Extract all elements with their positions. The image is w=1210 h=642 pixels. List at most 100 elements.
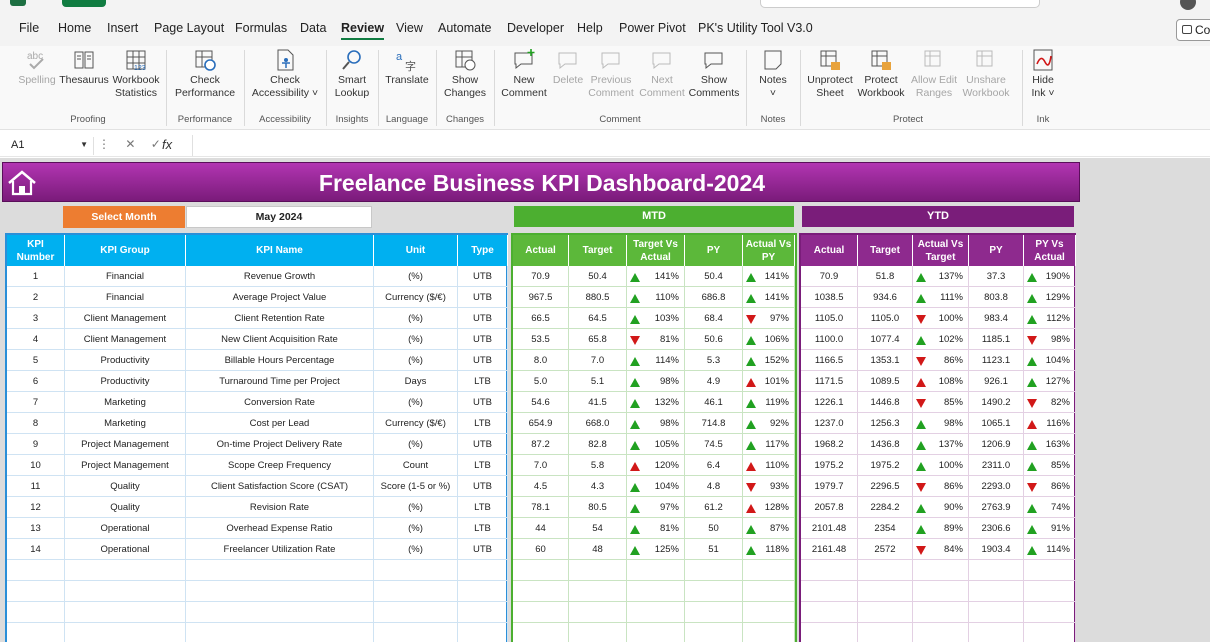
show-changes-button[interactable]: Show Changes (431, 48, 499, 100)
ypva-cell[interactable]: 116% (1024, 413, 1076, 434)
mtd-actual-cell[interactable]: 44 (513, 518, 569, 539)
mtd-target-cell[interactable]: 48 (569, 539, 627, 560)
empty-cell[interactable] (458, 602, 508, 623)
avatar[interactable] (1180, 0, 1196, 10)
kpi-n-cell[interactable]: 7 (7, 392, 65, 413)
kpi-name-cell[interactable]: Revision Rate (186, 497, 374, 518)
kpi-unit-cell[interactable]: Count (374, 455, 458, 476)
mtva-cell[interactable]: 125% (627, 539, 685, 560)
kpi-type-cell[interactable]: UTB (458, 476, 508, 497)
mtva-cell[interactable]: 105% (627, 434, 685, 455)
yavt-cell[interactable]: 84% (913, 539, 969, 560)
kpi-type-cell[interactable]: UTB (458, 266, 508, 287)
menu-utility-tool[interactable]: PK's Utility Tool V3.0 (698, 21, 813, 35)
ytd-py-cell[interactable]: 803.8 (969, 287, 1024, 308)
kpi-n-cell[interactable]: 12 (7, 497, 65, 518)
kpi-name-cell[interactable]: Overhead Expense Ratio (186, 518, 374, 539)
kpi-unit-cell[interactable]: (%) (374, 518, 458, 539)
kpi-group-cell[interactable]: Financial (65, 287, 186, 308)
mtva-cell[interactable]: 114% (627, 350, 685, 371)
empty-cell[interactable] (1024, 602, 1076, 623)
new-comment-button[interactable]: New Comment (490, 48, 558, 100)
empty-cell[interactable] (913, 623, 969, 642)
kpi-type-cell[interactable]: UTB (458, 392, 508, 413)
kpi-n-cell[interactable]: 1 (7, 266, 65, 287)
empty-cell[interactable] (7, 623, 65, 642)
mtd-py-cell[interactable]: 50 (685, 518, 743, 539)
kpi-group-cell[interactable]: Project Management (65, 434, 186, 455)
kpi-group-cell[interactable]: Client Management (65, 308, 186, 329)
mavp-cell[interactable]: 119% (743, 392, 795, 413)
kpi-name-cell[interactable]: Client Satisfaction Score (CSAT) (186, 476, 374, 497)
empty-cell[interactable] (513, 581, 569, 602)
ytd-py-cell[interactable]: 2293.0 (969, 476, 1024, 497)
empty-cell[interactable] (513, 560, 569, 581)
kpi-n-cell[interactable]: 5 (7, 350, 65, 371)
kpi-name-cell[interactable]: On-time Project Delivery Rate (186, 434, 374, 455)
empty-cell[interactable] (913, 581, 969, 602)
mtd-target-cell[interactable]: 880.5 (569, 287, 627, 308)
mavp-cell[interactable]: 117% (743, 434, 795, 455)
ytd-actual-cell[interactable]: 2161.48 (801, 539, 858, 560)
ytd-actual-cell[interactable]: 2101.48 (801, 518, 858, 539)
empty-cell[interactable] (569, 560, 627, 581)
ytd-actual-cell[interactable]: 2057.8 (801, 497, 858, 518)
empty-cell[interactable] (627, 560, 685, 581)
ytd-actual-cell[interactable]: 1979.7 (801, 476, 858, 497)
mtd-actual-cell[interactable]: 654.9 (513, 413, 569, 434)
kpi-n-cell[interactable]: 6 (7, 371, 65, 392)
ypva-cell[interactable]: 129% (1024, 287, 1076, 308)
hide-ink-button[interactable]: Hide Ink ˅ (1009, 48, 1077, 100)
chevron-down-icon[interactable]: ▼ (80, 140, 88, 149)
mtd-py-cell[interactable]: 5.3 (685, 350, 743, 371)
mtd-target-cell[interactable]: 54 (569, 518, 627, 539)
menu-review[interactable]: Review (341, 21, 385, 40)
protect-workbook-button[interactable]: Protect Workbook (847, 48, 915, 100)
empty-cell[interactable] (858, 602, 913, 623)
translate-button[interactable]: a 字 Translate (373, 48, 441, 87)
kpi-name-cell[interactable]: Billable Hours Percentage (186, 350, 374, 371)
ytd-py-cell[interactable]: 1206.9 (969, 434, 1024, 455)
yavt-cell[interactable]: 111% (913, 287, 969, 308)
empty-cell[interactable] (569, 623, 627, 642)
mavp-cell[interactable]: 106% (743, 329, 795, 350)
ytd-target-cell[interactable]: 2354 (858, 518, 913, 539)
mtva-cell[interactable]: 141% (627, 266, 685, 287)
mtva-cell[interactable]: 132% (627, 392, 685, 413)
ytd-target-cell[interactable]: 1105.0 (858, 308, 913, 329)
check-performance-button[interactable]: Check Performance (171, 48, 239, 100)
empty-cell[interactable] (186, 560, 374, 581)
mtd-py-cell[interactable]: 714.8 (685, 413, 743, 434)
name-box[interactable]: A1 ▼ (6, 137, 94, 155)
yavt-cell[interactable]: 89% (913, 518, 969, 539)
yavt-cell[interactable]: 90% (913, 497, 969, 518)
yavt-cell[interactable]: 100% (913, 308, 969, 329)
ytd-actual-cell[interactable]: 1166.5 (801, 350, 858, 371)
empty-cell[interactable] (513, 623, 569, 642)
kpi-n-cell[interactable]: 8 (7, 413, 65, 434)
menu-data[interactable]: Data (300, 21, 327, 35)
kpi-unit-cell[interactable]: (%) (374, 329, 458, 350)
kpi-group-cell[interactable]: Productivity (65, 350, 186, 371)
kpi-type-cell[interactable]: UTB (458, 350, 508, 371)
mtd-target-cell[interactable]: 5.1 (569, 371, 627, 392)
empty-cell[interactable] (374, 623, 458, 642)
empty-cell[interactable] (627, 581, 685, 602)
ytd-target-cell[interactable]: 51.8 (858, 266, 913, 287)
empty-cell[interactable] (858, 560, 913, 581)
ytd-target-cell[interactable]: 1089.5 (858, 371, 913, 392)
function-icon[interactable]: fx (162, 137, 173, 152)
allow-edit-ranges-button[interactable]: Allow Edit Ranges (900, 48, 968, 100)
menu-view[interactable]: View (396, 21, 423, 35)
kpi-type-cell[interactable]: UTB (458, 287, 508, 308)
kpi-group-cell[interactable]: Financial (65, 266, 186, 287)
kpi-group-cell[interactable]: Quality (65, 476, 186, 497)
home-icon[interactable] (7, 170, 37, 196)
empty-cell[interactable] (458, 560, 508, 581)
previous-comment-button[interactable]: Previous Comment (577, 48, 645, 100)
empty-cell[interactable] (569, 581, 627, 602)
kpi-name-cell[interactable]: Scope Creep Frequency (186, 455, 374, 476)
ytd-target-cell[interactable]: 1077.4 (858, 329, 913, 350)
ypva-cell[interactable]: 74% (1024, 497, 1076, 518)
ypva-cell[interactable]: 86% (1024, 476, 1076, 497)
